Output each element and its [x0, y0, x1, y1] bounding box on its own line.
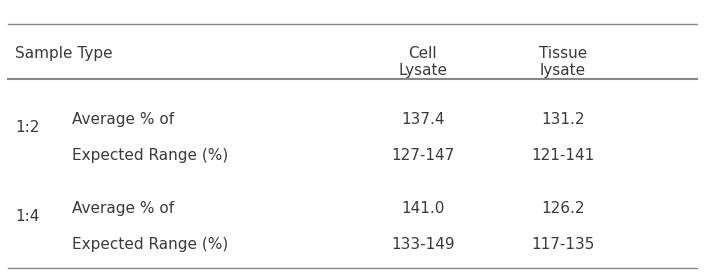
Text: 137.4: 137.4 [401, 112, 444, 127]
Text: 121-141: 121-141 [532, 148, 595, 163]
Text: 133-149: 133-149 [391, 237, 455, 252]
Text: 117-135: 117-135 [532, 237, 595, 252]
Text: 126.2: 126.2 [541, 201, 585, 216]
Text: Cell
Lysate: Cell Lysate [398, 46, 447, 78]
Text: 127-147: 127-147 [391, 148, 454, 163]
Text: 131.2: 131.2 [541, 112, 585, 127]
Text: Expected Range (%): Expected Range (%) [72, 237, 228, 252]
Text: Average % of: Average % of [72, 201, 173, 216]
Text: Tissue
lysate: Tissue lysate [539, 46, 587, 78]
Text: Average % of: Average % of [72, 112, 173, 127]
Text: 141.0: 141.0 [401, 201, 444, 216]
Text: Sample Type: Sample Type [16, 46, 113, 61]
Text: Expected Range (%): Expected Range (%) [72, 148, 228, 163]
Text: 1:4: 1:4 [16, 209, 39, 224]
Text: 1:2: 1:2 [16, 120, 39, 135]
